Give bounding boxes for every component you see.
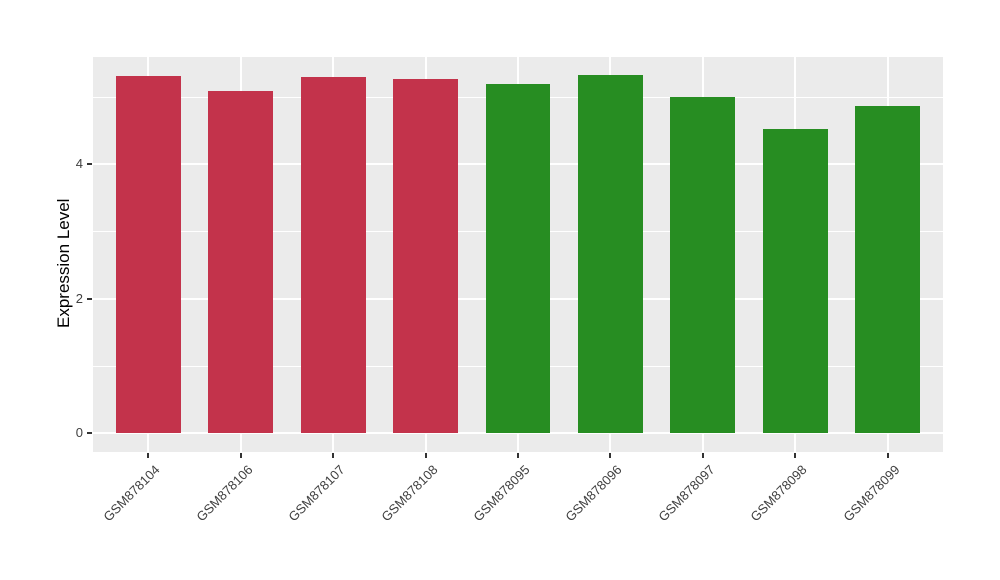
- x-tick-mark-GSM878097: [701, 453, 704, 458]
- bar-GSM878096: [578, 75, 643, 434]
- x-tick-label-GSM878098: GSM878098: [747, 462, 810, 525]
- x-tick-mark-GSM878096: [609, 453, 612, 458]
- x-tick-label-GSM878104: GSM878104: [100, 462, 164, 525]
- bar-GSM878099: [855, 106, 920, 434]
- x-tick-mark-GSM878104: [147, 453, 150, 458]
- bar-GSM878107: [300, 77, 366, 434]
- bar-GSM878108: [393, 79, 458, 434]
- x-tick-label-GSM878106: GSM878106: [193, 462, 256, 525]
- y-tick-mark-2: [87, 297, 92, 300]
- y-tick-label-4: 4: [75, 156, 83, 172]
- x-tick-mark-GSM878107: [332, 453, 335, 458]
- y-tick-mark-4: [87, 163, 92, 166]
- x-tick-mark-GSM878098: [794, 453, 797, 458]
- y-tick-label-0: 0: [75, 425, 83, 441]
- x-tick-label-GSM878099: GSM878099: [839, 462, 903, 525]
- y-tick-label-2: 2: [75, 290, 83, 306]
- x-tick-mark-GSM878095: [517, 453, 519, 458]
- x-tick-mark-GSM878106: [239, 453, 242, 458]
- bar-GSM878106: [208, 90, 274, 434]
- x-tick-label-GSM878107: GSM878107: [285, 462, 348, 525]
- bar-GSM878097: [670, 96, 736, 434]
- x-tick-label-GSM878097: GSM878097: [655, 462, 718, 525]
- plot-panel: [93, 57, 943, 452]
- x-tick-mark-GSM878108: [424, 453, 427, 458]
- bar-GSM878104: [116, 75, 181, 434]
- y-axis-title: Expression Level: [54, 198, 73, 328]
- x-tick-mark-GSM878099: [886, 453, 889, 458]
- bar-GSM878095: [485, 83, 551, 434]
- y-tick-mark-0: [87, 432, 92, 435]
- bar-GSM878098: [762, 128, 828, 434]
- x-tick-label-GSM878095: GSM878095: [470, 462, 533, 525]
- x-tick-label-GSM878096: GSM878096: [562, 462, 626, 525]
- x-tick-label-GSM878108: GSM878108: [377, 462, 441, 525]
